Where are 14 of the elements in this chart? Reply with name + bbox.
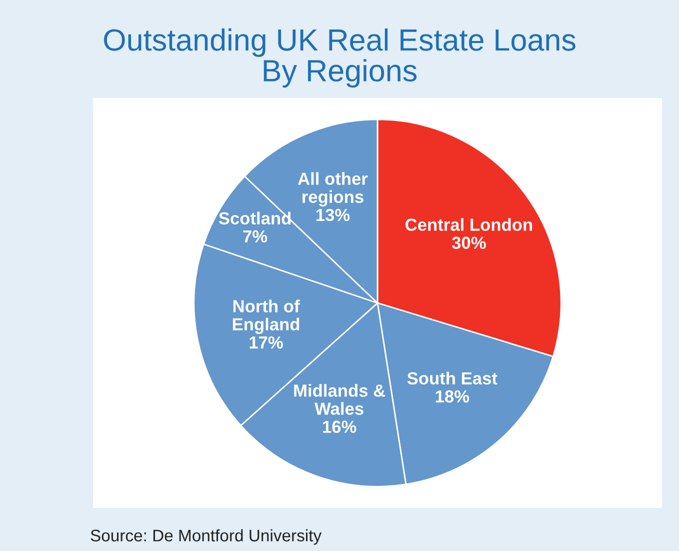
source-note: Source: De Montford University (90, 529, 322, 545)
slice-label: Central London (406, 218, 532, 231)
data-label: 30% (452, 236, 486, 249)
data-label: 16% (323, 420, 356, 433)
data-label: 17% (250, 336, 283, 349)
data-label: 7% (243, 230, 268, 243)
slice-label: South East (407, 372, 498, 385)
slice-label: Scotland (218, 212, 291, 224)
data-label: 18% (436, 390, 470, 403)
chart-title: Outstanding UK Real Estate Loans By Regions (104, 28, 576, 88)
slice-label: All other regions (298, 172, 368, 207)
data-label: 13% (316, 208, 350, 222)
slice-label: North of England (232, 300, 300, 334)
slice-label: Midlands & Wales (294, 384, 386, 415)
